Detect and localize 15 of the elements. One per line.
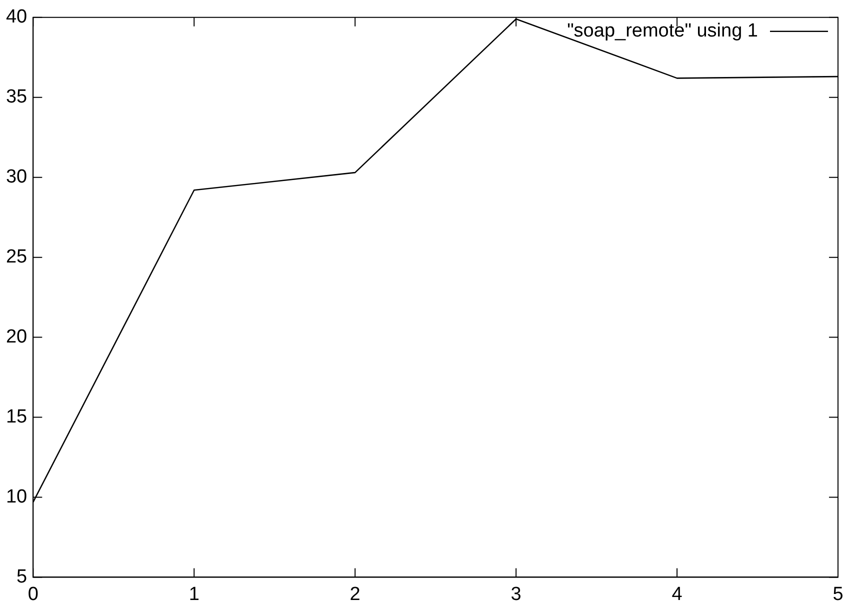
y-tick-label: 20 (6, 326, 28, 348)
x-tick-label: 1 (188, 584, 200, 605)
x-tick-label: 0 (28, 584, 38, 605)
y-tick-label: 10 (6, 486, 28, 508)
y-tick-label: 30 (6, 166, 28, 188)
x-tick-label: 5 (832, 584, 844, 605)
y-tick-label: 5 (16, 566, 28, 588)
x-tick-label: 2 (350, 584, 360, 605)
legend-label: "soap_remote" using 1 (567, 20, 758, 42)
y-tick-label: 35 (6, 86, 28, 108)
x-tick-label: 3 (510, 584, 522, 605)
y-tick-label: 15 (6, 406, 28, 428)
x-tick-label: 4 (672, 584, 683, 605)
y-tick-label: 25 (6, 246, 28, 268)
y-tick-label: 40 (6, 6, 28, 28)
